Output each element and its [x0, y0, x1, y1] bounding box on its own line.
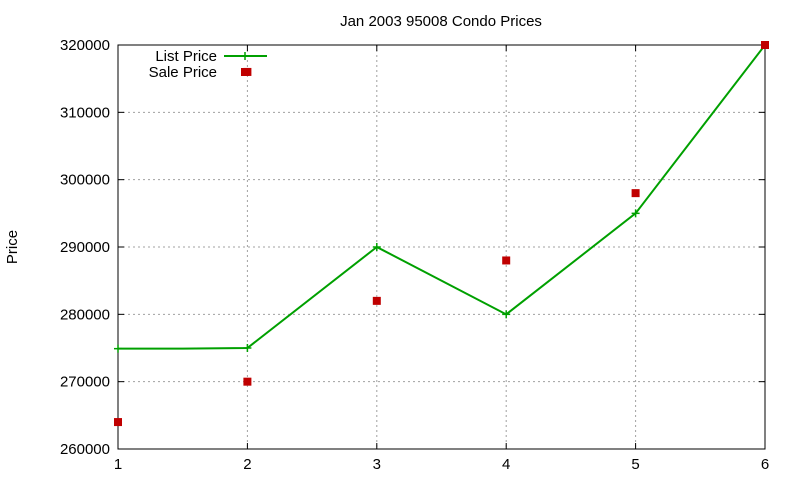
legend-label-sale-price: Sale Price: [149, 64, 217, 81]
series-layer: [114, 41, 769, 427]
legend-marker-list-price: [241, 52, 249, 60]
legend-marker-sale-price: [241, 68, 249, 76]
list-price-point: [372, 243, 381, 251]
list-price-point: [243, 344, 252, 352]
y-tick-label: 270000: [60, 374, 110, 391]
x-tick-label: 2: [243, 456, 251, 473]
list-price-point: [502, 310, 511, 319]
plot-frame: [117, 44, 766, 450]
y-tick-label: 290000: [60, 239, 110, 256]
axis-ticks: 1 2 3 4 5 6 260000 270000 280000 290000 300000 3100…: [60, 37, 769, 473]
legend-label-list-price: List Price: [155, 48, 217, 65]
grid-lines: [118, 45, 765, 449]
sale-price-point: [761, 41, 769, 49]
x-tick-label: 6: [761, 456, 769, 473]
x-tick-label: 1: [114, 456, 122, 473]
list-price-point: [631, 209, 640, 218]
x-tick-label: 4: [502, 456, 510, 473]
x-tick-label: 3: [373, 456, 381, 473]
y-axis-label: Price: [4, 230, 21, 264]
sale-price-point: [631, 189, 640, 198]
y-tick-label: 280000: [60, 306, 110, 323]
sale-price-point: [243, 377, 252, 386]
y-tick-label: 310000: [60, 104, 110, 121]
chart-title: Jan 2003 95008 Condo Prices: [340, 13, 542, 30]
sale-price-point: [372, 296, 381, 305]
sale-price-point: [502, 256, 511, 265]
y-tick-label: 260000: [60, 441, 110, 458]
x-tick-label: 5: [631, 456, 639, 473]
y-tick-label: 300000: [60, 172, 110, 189]
sale-price-point: [114, 418, 122, 427]
list-price-line: [118, 44, 766, 350]
list-price-point: [114, 344, 122, 353]
y-tick-label: 320000: [60, 37, 110, 54]
